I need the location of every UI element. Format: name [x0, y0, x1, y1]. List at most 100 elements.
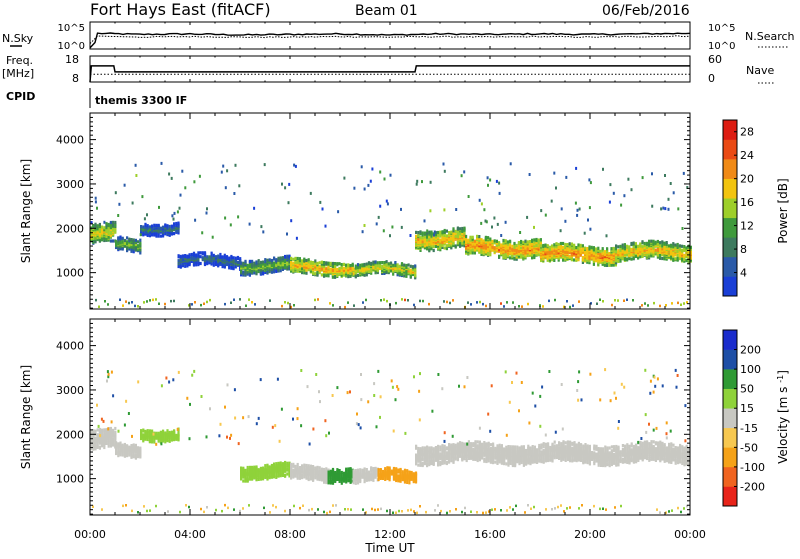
echo-cell [253, 262, 255, 265]
echo-cell [518, 305, 520, 308]
echo-cell [301, 259, 303, 262]
echo-cell [641, 255, 643, 258]
echo-cell [375, 472, 377, 475]
echo-cell [146, 213, 148, 216]
echo-cell [312, 261, 314, 264]
echo-cell [465, 238, 467, 241]
echo-cell [626, 245, 628, 248]
echo-cell [151, 430, 153, 433]
echo-cell [115, 240, 117, 243]
echo-cell [606, 234, 608, 237]
echo-cell [666, 241, 668, 244]
echo-cell [206, 212, 208, 215]
echo-cell [533, 238, 535, 241]
echo-cell [399, 265, 401, 268]
power-colorbar-swatch [723, 120, 737, 140]
echo-cell [105, 222, 107, 225]
echo-cell [575, 246, 577, 249]
echo-cell [303, 464, 305, 467]
echo-cell [336, 274, 338, 277]
echo-cell [284, 301, 286, 304]
echo-cell [288, 201, 290, 204]
echo-cell [410, 265, 412, 268]
echo-cell [406, 473, 408, 476]
echo-cell [235, 257, 237, 260]
echo-cell [661, 244, 663, 247]
echo-cell [648, 240, 650, 243]
echo-cell [472, 248, 474, 251]
echo-cell [386, 271, 388, 274]
echo-cell [137, 244, 139, 247]
echo-cell [439, 448, 441, 451]
echo-cell [415, 235, 417, 238]
echo-cell [361, 469, 363, 472]
echo-cell [444, 170, 446, 173]
echo-cell [284, 461, 286, 464]
echo-cell [646, 242, 648, 245]
echo-cell [249, 260, 251, 263]
echo-cell [171, 225, 173, 228]
echo-cell [481, 202, 483, 205]
echo-cell [164, 431, 166, 434]
echo-cell [244, 260, 246, 263]
echo-cell [372, 261, 374, 264]
echo-cell [502, 239, 504, 242]
echo-cell [119, 236, 121, 239]
echo-cell [509, 244, 511, 247]
echo-cell [179, 207, 181, 210]
echo-cell [461, 174, 463, 177]
echo-cell [503, 305, 505, 308]
echo-cell [357, 274, 359, 277]
echo-cell [108, 223, 110, 226]
echo-cell [149, 299, 151, 302]
echo-cell [452, 299, 454, 302]
echo-cell [341, 263, 343, 266]
echo-cell [308, 258, 310, 261]
echo-cell [245, 305, 247, 308]
echo-cell [175, 434, 177, 437]
echo-cell [174, 212, 176, 215]
echo-cell [158, 224, 160, 227]
echo-cell [524, 240, 526, 243]
echo-cell [520, 256, 522, 259]
echo-cell [201, 231, 203, 234]
range-tick-label: 3000 [56, 178, 84, 191]
echo-cell [657, 248, 659, 251]
echo-cell [394, 267, 396, 270]
echo-cell [662, 207, 664, 210]
echo-cell [305, 259, 307, 262]
echo-cell [130, 238, 132, 241]
echo-cell [386, 260, 388, 263]
echo-cell [584, 258, 586, 261]
echo-cell [491, 226, 493, 229]
echo-cell [560, 242, 562, 245]
echo-cell [415, 454, 417, 457]
echo-cell [327, 262, 329, 265]
echo-cell [419, 300, 421, 303]
frequency-panel-ticks [90, 56, 690, 82]
echo-cell [233, 299, 235, 302]
echo-cell [260, 225, 262, 228]
echo-cell [321, 267, 323, 270]
power-echo-cells [90, 162, 692, 309]
echo-cell [685, 246, 687, 249]
echo-cell [230, 302, 232, 305]
echo-cell [242, 271, 244, 274]
echo-cell [99, 446, 101, 449]
echo-cell [273, 268, 275, 271]
echo-cell [117, 449, 119, 452]
echo-cell [222, 165, 224, 168]
echo-cell [266, 259, 268, 262]
echo-cell [338, 273, 340, 276]
echo-cell [247, 477, 249, 480]
echo-cell [595, 247, 597, 250]
echo-cell [128, 302, 130, 305]
echo-cell [139, 239, 141, 242]
echo-cell [680, 304, 682, 307]
echo-cell [455, 230, 457, 233]
echo-cell [316, 262, 318, 265]
echo-cell [419, 230, 421, 233]
echo-cell [95, 200, 97, 203]
echo-cell [112, 438, 114, 441]
echo-cell [624, 243, 626, 246]
